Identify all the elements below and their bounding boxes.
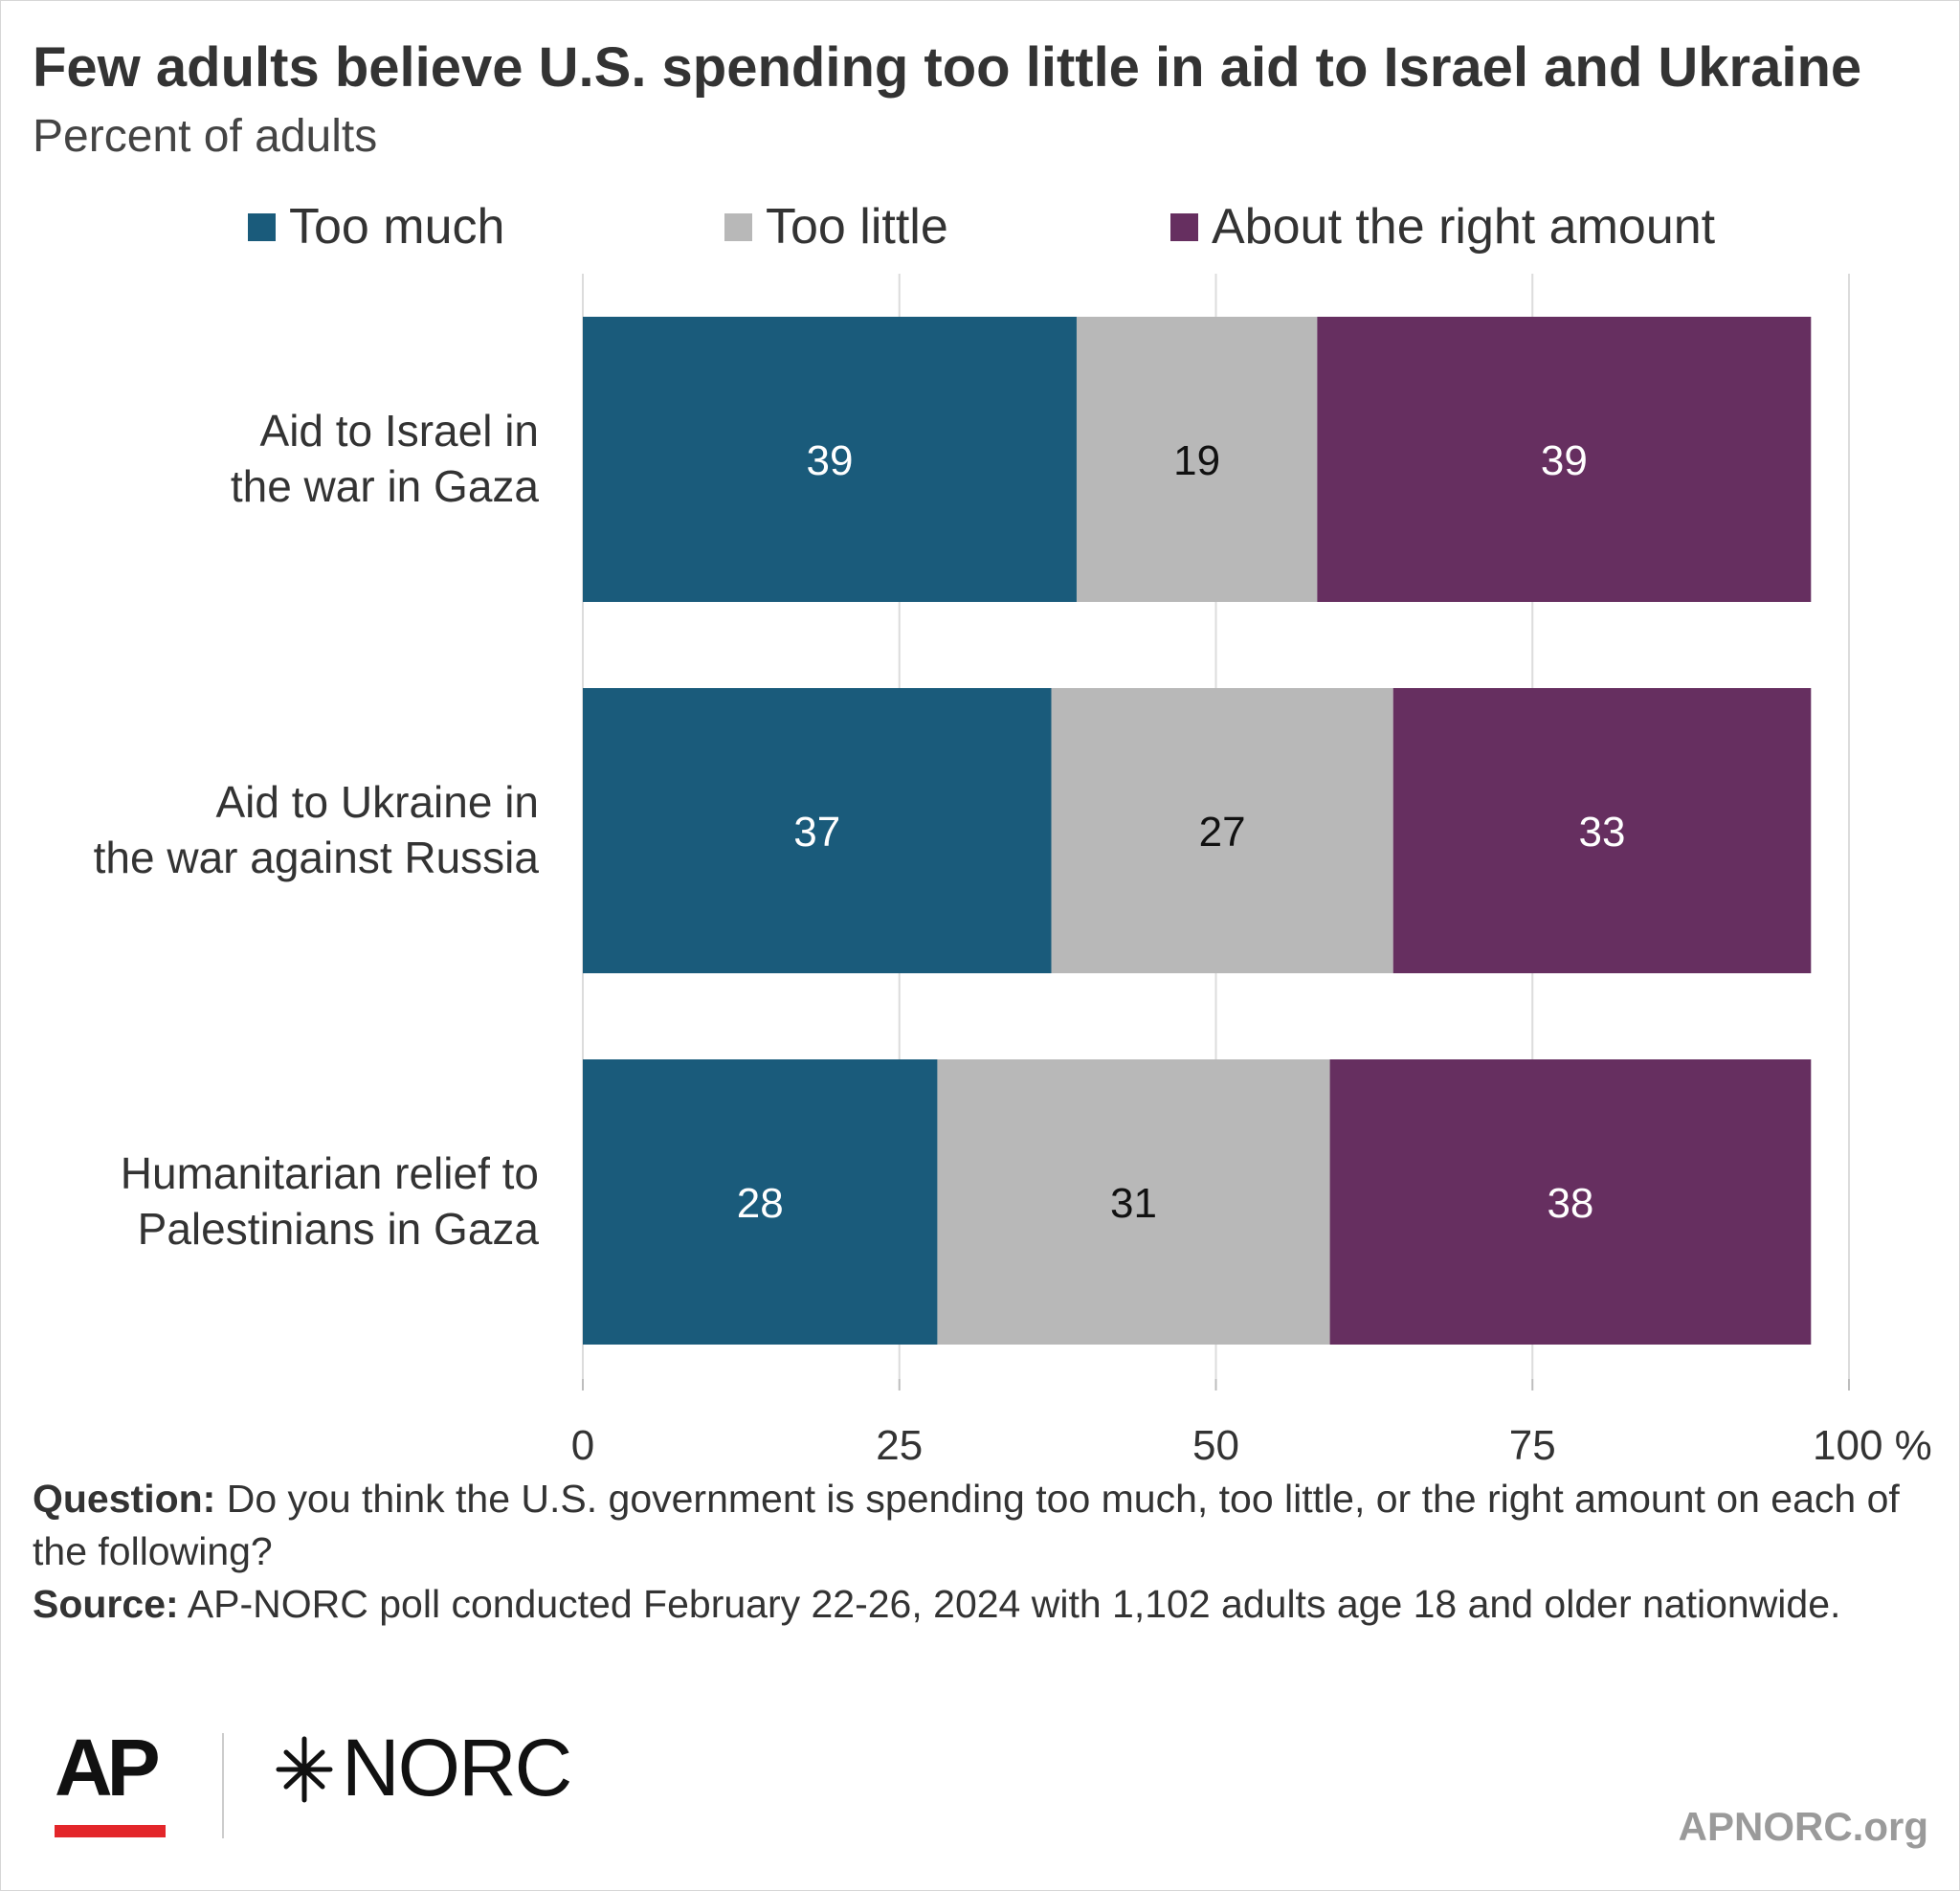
- bar-segment: [1051, 688, 1393, 973]
- category-label-line: the war in Gaza: [230, 461, 539, 511]
- question-label: Question:: [33, 1477, 216, 1521]
- chart-subtitle: Percent of adults: [33, 111, 378, 162]
- ap-logo-bar: [55, 1825, 166, 1837]
- data-label: 38: [1547, 1180, 1593, 1227]
- logo-divider: [222, 1733, 224, 1838]
- question-footnote: Question: Do you think the U.S. governme…: [33, 1473, 1923, 1578]
- x-tick-label: 0: [571, 1422, 594, 1469]
- bar-segment: [583, 317, 1077, 602]
- bar-segment: [583, 688, 1052, 973]
- norc-star-icon: [276, 1736, 333, 1803]
- category-label-line: Palestinians in Gaza: [137, 1204, 539, 1254]
- bar-segment: [937, 1059, 1330, 1345]
- bar-segment: [1076, 317, 1318, 602]
- site-url: APNORC.org: [1678, 1804, 1928, 1849]
- bar-segment: [1329, 1059, 1812, 1345]
- data-label: 19: [1173, 437, 1220, 484]
- legend-item-too-much: Too much: [248, 198, 504, 256]
- legend-label-too-little: Too little: [766, 199, 948, 255]
- chart-plot-area: 39 19 39 37 27 33 28 31 38 0 25 50 75 100 %: [571, 274, 1932, 1469]
- legend-item-too-little: Too little: [724, 198, 948, 256]
- category-label-line: the war against Russia: [93, 833, 539, 882]
- x-tick-label: 50: [1192, 1422, 1239, 1469]
- norc-logo: NORC: [342, 1723, 572, 1813]
- data-label: 39: [1541, 437, 1588, 484]
- category-label-line: Humanitarian relief to: [120, 1148, 539, 1198]
- source-text: AP-NORC poll conducted February 22-26, 2…: [178, 1582, 1841, 1626]
- legend-swatch-too-little: [724, 212, 752, 241]
- category-label-gaza-relief: Humanitarian relief to Palestinians in G…: [39, 1146, 539, 1257]
- chart-title: Few adults believe U.S. spending too lit…: [33, 36, 1862, 99]
- x-tick-label: 25: [876, 1422, 923, 1469]
- category-label-line: Aid to Ukraine in: [215, 777, 540, 827]
- data-label: 27: [1199, 809, 1246, 856]
- legend-label-too-much: Too much: [289, 199, 505, 255]
- category-label-line: Aid to Israel in: [259, 406, 539, 456]
- x-tick-label: 100 %: [1813, 1422, 1932, 1469]
- source-label: Source:: [33, 1582, 179, 1626]
- legend-label-about-right: About the right amount: [1212, 199, 1716, 255]
- source-footnote: Source: AP-NORC poll conducted February …: [33, 1578, 1923, 1631]
- data-label: 28: [737, 1180, 784, 1227]
- legend-item-about-right: About the right amount: [1170, 198, 1715, 256]
- data-label: 39: [807, 437, 854, 484]
- data-label: 37: [793, 809, 840, 856]
- ap-logo: AP: [55, 1723, 161, 1813]
- data-label: 33: [1579, 809, 1626, 856]
- legend-swatch-too-much: [248, 212, 276, 241]
- category-label-israel: Aid to Israel in the war in Gaza: [39, 403, 539, 514]
- bar-segment: [1317, 317, 1812, 602]
- legend-swatch-about-right: [1170, 212, 1198, 241]
- x-tick-label: 75: [1509, 1422, 1556, 1469]
- category-label-ukraine: Aid to Ukraine in the war against Russia: [39, 774, 539, 885]
- bar-segment: [583, 1059, 938, 1345]
- question-text: Do you think the U.S. government is spen…: [33, 1477, 1900, 1573]
- data-label: 31: [1110, 1180, 1157, 1227]
- bar-segment: [1392, 688, 1812, 973]
